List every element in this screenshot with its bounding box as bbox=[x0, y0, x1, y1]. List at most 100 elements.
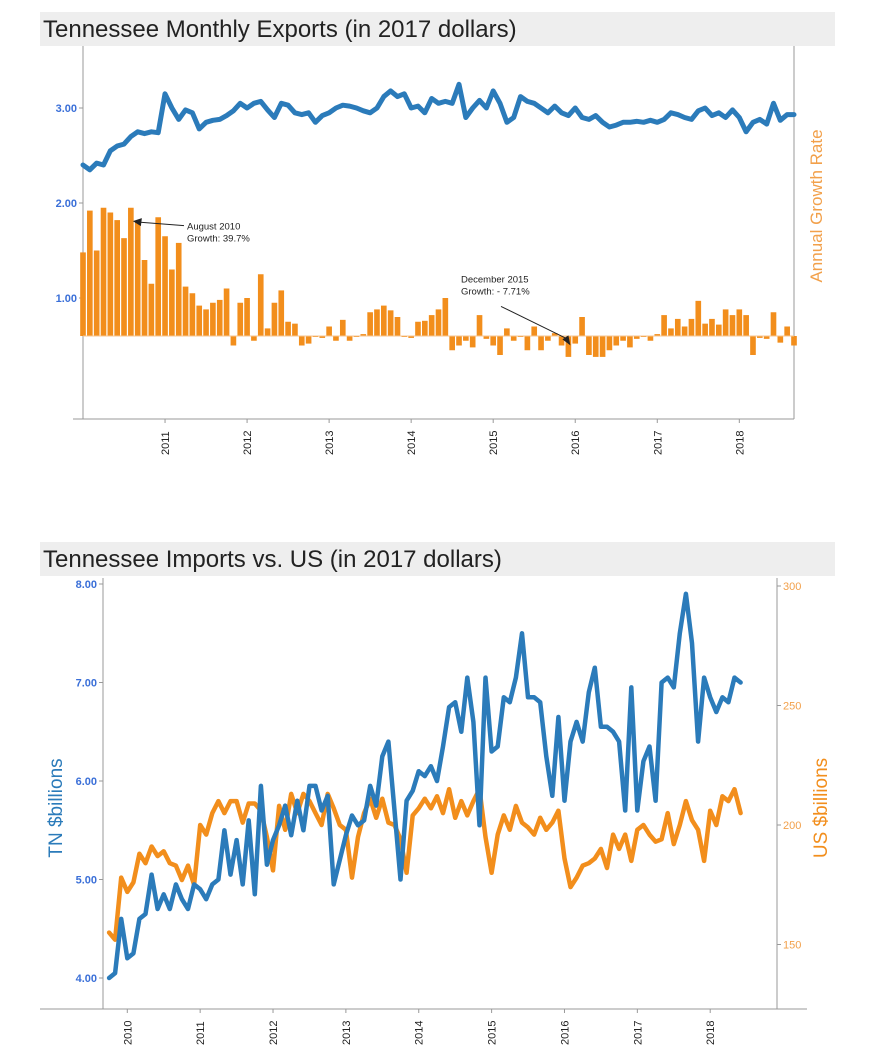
growth-bar bbox=[435, 309, 442, 336]
y-right-axis-label: US $billions bbox=[811, 758, 832, 858]
growth-bar bbox=[271, 302, 278, 336]
growth-bar bbox=[155, 217, 162, 336]
growth-bar bbox=[148, 283, 155, 336]
imports-title-bar: Tennessee Imports vs. US (in 2017 dollar… bbox=[40, 542, 835, 576]
growth-bar bbox=[189, 293, 196, 336]
growth-bar bbox=[326, 326, 332, 336]
annotation-arrow bbox=[500, 305, 569, 340]
x-tick-label: 2018 bbox=[734, 431, 746, 455]
annotation-label: August 2010 bbox=[187, 222, 240, 233]
x-tick-label: 2014 bbox=[406, 431, 418, 455]
growth-bar bbox=[736, 309, 743, 336]
growth-bar bbox=[292, 323, 298, 336]
growth-bar bbox=[606, 336, 613, 351]
y-right-axis-label: Annual Growth Rate bbox=[807, 129, 826, 282]
growth-bar bbox=[285, 321, 291, 336]
growth-bar bbox=[791, 336, 797, 346]
growth-bar bbox=[702, 323, 708, 336]
x-tick-label: 2018 bbox=[705, 1021, 717, 1045]
x-tick-label: 2015 bbox=[487, 1021, 499, 1045]
growth-bar bbox=[531, 326, 538, 336]
growth-bar bbox=[422, 320, 428, 336]
growth-bar bbox=[647, 336, 654, 341]
growth-bar bbox=[579, 317, 585, 336]
growth-bar bbox=[80, 252, 86, 336]
growth-bar bbox=[374, 309, 380, 336]
x-tick-label: 2013 bbox=[341, 1021, 353, 1045]
growth-bar bbox=[551, 333, 558, 336]
growth-bar bbox=[463, 336, 469, 341]
growth-bar bbox=[497, 336, 503, 355]
y-right-tick-label: 250 bbox=[783, 701, 801, 713]
growth-bar bbox=[763, 336, 770, 339]
growth-bar bbox=[169, 269, 175, 336]
us-imports-line bbox=[106, 786, 743, 942]
y-right-tick-label: 300 bbox=[783, 581, 801, 593]
growth-bar bbox=[442, 298, 449, 336]
exports-title-bar: Tennessee Monthly Exports (in 2017 dolla… bbox=[40, 12, 835, 46]
annotation-label: Growth: 39.7% bbox=[187, 234, 250, 245]
growth-bar bbox=[654, 334, 661, 336]
growth-bar bbox=[483, 336, 490, 339]
growth-bar bbox=[592, 336, 599, 357]
growth-bar bbox=[114, 220, 121, 336]
growth-bar bbox=[469, 336, 476, 348]
annotation-arrow bbox=[138, 221, 185, 227]
growth-bar bbox=[141, 260, 148, 336]
growth-bar bbox=[387, 310, 394, 336]
growth-bar bbox=[333, 336, 339, 341]
x-tick-label: 2010 bbox=[122, 1021, 134, 1045]
growth-bar bbox=[175, 242, 182, 336]
exports-line bbox=[80, 81, 797, 173]
growth-bar bbox=[681, 326, 688, 336]
growth-bar bbox=[87, 210, 93, 336]
tn-imports-line bbox=[106, 591, 743, 981]
growth-bar bbox=[128, 207, 134, 336]
x-tick-label: 2017 bbox=[632, 1021, 644, 1045]
x-tick-label: 2016 bbox=[570, 431, 582, 455]
growth-bar bbox=[620, 336, 626, 341]
growth-bar bbox=[777, 336, 784, 343]
y-left-tick-label: 8.00 bbox=[76, 579, 97, 591]
growth-bar bbox=[367, 312, 373, 336]
y-tick-label: 2.00 bbox=[56, 198, 77, 210]
growth-bar bbox=[264, 328, 271, 336]
growth-bar bbox=[586, 336, 592, 355]
growth-bar bbox=[743, 315, 749, 336]
growth-bar bbox=[456, 336, 462, 346]
y-tick-label: 1.00 bbox=[56, 293, 77, 305]
growth-bar bbox=[237, 302, 244, 336]
growth-bar bbox=[668, 328, 674, 336]
annotation-arrowhead bbox=[132, 218, 142, 227]
growth-bar bbox=[715, 324, 722, 336]
growth-bar bbox=[230, 336, 237, 346]
growth-bar bbox=[100, 207, 107, 336]
annotation-label: December 2015 bbox=[461, 274, 529, 285]
x-tick-label: 2012 bbox=[268, 1021, 280, 1045]
y-left-tick-label: 6.00 bbox=[76, 776, 97, 788]
growth-bar bbox=[257, 274, 264, 336]
growth-bar bbox=[216, 299, 223, 336]
growth-bar bbox=[661, 315, 667, 336]
growth-bar bbox=[415, 321, 421, 336]
growth-bar bbox=[210, 302, 216, 336]
growth-bar bbox=[722, 309, 729, 336]
growth-bar bbox=[613, 336, 620, 346]
growth-bar bbox=[449, 336, 455, 351]
growth-bar bbox=[305, 336, 312, 344]
growth-bar bbox=[298, 336, 305, 346]
growth-bar bbox=[162, 236, 168, 336]
growth-bar bbox=[93, 250, 100, 336]
growth-bar bbox=[545, 336, 551, 341]
y-right-tick-label: 200 bbox=[783, 820, 801, 832]
growth-bar bbox=[565, 336, 572, 357]
growth-bar bbox=[688, 318, 695, 336]
growth-bar bbox=[244, 298, 250, 336]
growth-bar bbox=[394, 317, 401, 336]
imports-chart: 8.00 7.00 6.00 5.00 4.00 300 250 200 150 TN $bill… bbox=[40, 578, 832, 1045]
x-tick-label: 2015 bbox=[488, 431, 500, 455]
x-tick-label: 2011 bbox=[195, 1021, 207, 1045]
growth-bar bbox=[504, 328, 510, 336]
growth-bar bbox=[572, 336, 579, 344]
